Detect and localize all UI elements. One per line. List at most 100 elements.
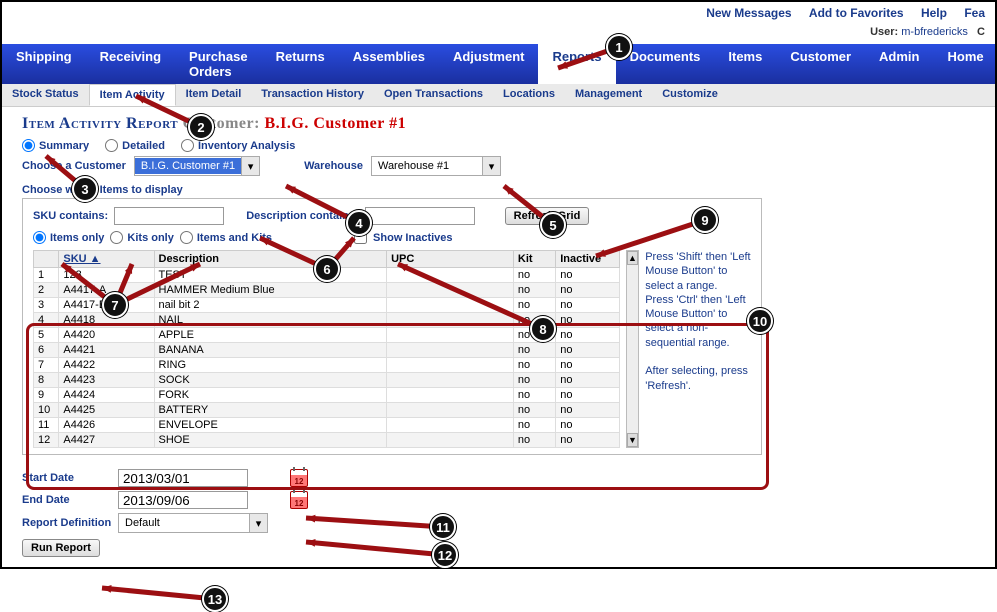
radio-label: Summary (39, 140, 89, 152)
desc-contains-input[interactable] (365, 207, 475, 225)
annotation-bubble: 1 (606, 34, 632, 60)
view-mode-radios: Summary Detailed Inventory Analysis (22, 139, 975, 152)
grid-header[interactable]: Inactive (556, 251, 619, 268)
calendar-icon[interactable] (290, 469, 308, 487)
table-cell: no (513, 268, 555, 283)
item-filter-radio[interactable]: Items and Kits (180, 231, 272, 244)
radio-input[interactable] (105, 139, 118, 152)
view-radio-option[interactable]: Inventory Analysis (181, 139, 295, 152)
table-cell: BATTERY (154, 403, 387, 418)
table-cell: no (556, 268, 619, 283)
top-link[interactable]: Add to Favorites (809, 6, 904, 20)
top-link[interactable]: New Messages (706, 6, 791, 20)
table-row[interactable]: 8A4423SOCKnono (34, 373, 620, 388)
table-cell (387, 418, 514, 433)
grid-header[interactable] (34, 251, 59, 268)
item-filters-box: SKU contains: Description contains: Refr… (22, 198, 762, 455)
calendar-icon[interactable] (290, 491, 308, 509)
grid-header[interactable]: SKU ▲ (59, 251, 154, 268)
warehouse-dropdown[interactable]: Warehouse #1 ▾ (371, 156, 501, 176)
radio-input[interactable] (110, 231, 123, 244)
chevron-down-icon[interactable]: ▾ (482, 157, 500, 175)
table-row[interactable]: 7A4422RINGnono (34, 358, 620, 373)
table-cell: BANANA (154, 343, 387, 358)
table-cell: no (556, 283, 619, 298)
radio-label: Items and Kits (197, 232, 272, 244)
start-date-input[interactable] (118, 469, 248, 487)
table-cell: A4423 (59, 373, 154, 388)
grid-header[interactable]: Kit (513, 251, 555, 268)
main-nav-item[interactable]: Returns (262, 44, 339, 84)
main-nav-item[interactable]: Assemblies (339, 44, 439, 84)
main-nav-item[interactable]: Admin (865, 44, 933, 84)
main-nav-item[interactable]: Customer (776, 44, 865, 84)
annotation-bubble: 5 (540, 212, 566, 238)
grid-scrollbar[interactable]: ▲ ▼ (626, 250, 640, 448)
radio-input[interactable] (180, 231, 193, 244)
sub-nav-item[interactable]: Item Detail (176, 84, 252, 106)
annotation-bubble: 13 (202, 586, 228, 612)
table-cell: 6 (34, 343, 59, 358)
table-row[interactable]: 6A4421BANANAnono (34, 343, 620, 358)
table-cell: 7 (34, 358, 59, 373)
top-link[interactable]: Fea (964, 6, 985, 20)
form-area: SummaryDetailedInventory Analysis Choose… (2, 139, 995, 567)
sku-contains-input[interactable] (114, 207, 224, 225)
report-def-label: Report Definition (22, 517, 112, 529)
radio-input[interactable] (33, 231, 46, 244)
view-radio-option[interactable]: Summary (22, 139, 89, 152)
sub-nav-item[interactable]: Locations (493, 84, 565, 106)
table-cell: no (513, 403, 555, 418)
main-nav-item[interactable]: Shipping (2, 44, 86, 84)
sub-nav-item[interactable]: Management (565, 84, 652, 106)
sub-nav-item[interactable]: Stock Status (2, 84, 89, 106)
item-filter-radio[interactable]: Items only (33, 231, 104, 244)
chevron-down-icon[interactable]: ▾ (249, 514, 267, 532)
table-row[interactable]: 9A4424FORKnono (34, 388, 620, 403)
main-nav-item[interactable]: Items (714, 44, 776, 84)
radio-input[interactable] (181, 139, 194, 152)
table-cell: no (513, 373, 555, 388)
sub-nav-item[interactable]: Open Transactions (374, 84, 493, 106)
grid-header[interactable]: UPC (387, 251, 514, 268)
table-cell: FORK (154, 388, 387, 403)
main-nav-item[interactable]: Purchase Orders (175, 44, 262, 84)
table-cell: 10 (34, 403, 59, 418)
sub-nav-item[interactable]: Transaction History (251, 84, 374, 106)
page-title-main: Item Activity Report (22, 115, 178, 132)
radio-label: Inventory Analysis (198, 140, 295, 152)
table-cell: 3 (34, 298, 59, 313)
table-row[interactable]: 10A4425BATTERYnono (34, 403, 620, 418)
main-nav-item[interactable]: Receiving (86, 44, 175, 84)
view-radio-option[interactable]: Detailed (105, 139, 165, 152)
table-cell: no (556, 418, 619, 433)
table-cell: A4426 (59, 418, 154, 433)
customer-dropdown[interactable]: B.I.G. Customer #1 ▾ (134, 156, 260, 176)
table-cell: A4424 (59, 388, 154, 403)
table-cell: no (556, 433, 619, 448)
annotation-bubble: 7 (102, 292, 128, 318)
show-inactives-label: Show Inactives (373, 232, 452, 244)
table-cell (387, 283, 514, 298)
main-nav-item[interactable]: Home (934, 44, 997, 84)
top-link[interactable]: Help (921, 6, 947, 20)
table-cell: no (513, 343, 555, 358)
table-cell: no (556, 373, 619, 388)
sub-nav-item[interactable]: Item Activity (89, 84, 176, 106)
main-nav-item[interactable]: Reports (538, 44, 615, 84)
scroll-down-icon[interactable]: ▼ (627, 433, 639, 447)
run-report-button[interactable]: Run Report (22, 539, 100, 557)
item-filter-radio[interactable]: Kits only (110, 231, 173, 244)
table-cell: A4422 (59, 358, 154, 373)
table-cell (387, 373, 514, 388)
grid-header[interactable]: Description (154, 251, 387, 268)
chevron-down-icon[interactable]: ▾ (241, 157, 259, 175)
end-date-input[interactable] (118, 491, 248, 509)
report-def-dropdown[interactable]: Default ▾ (118, 513, 268, 533)
main-nav-item[interactable]: Adjustment (439, 44, 539, 84)
radio-input[interactable] (22, 139, 35, 152)
table-row[interactable]: 12A4427SHOEnono (34, 433, 620, 448)
sub-nav-item[interactable]: Customize (652, 84, 728, 106)
scroll-up-icon[interactable]: ▲ (627, 251, 639, 265)
table-row[interactable]: 11A4426ENVELOPEnono (34, 418, 620, 433)
